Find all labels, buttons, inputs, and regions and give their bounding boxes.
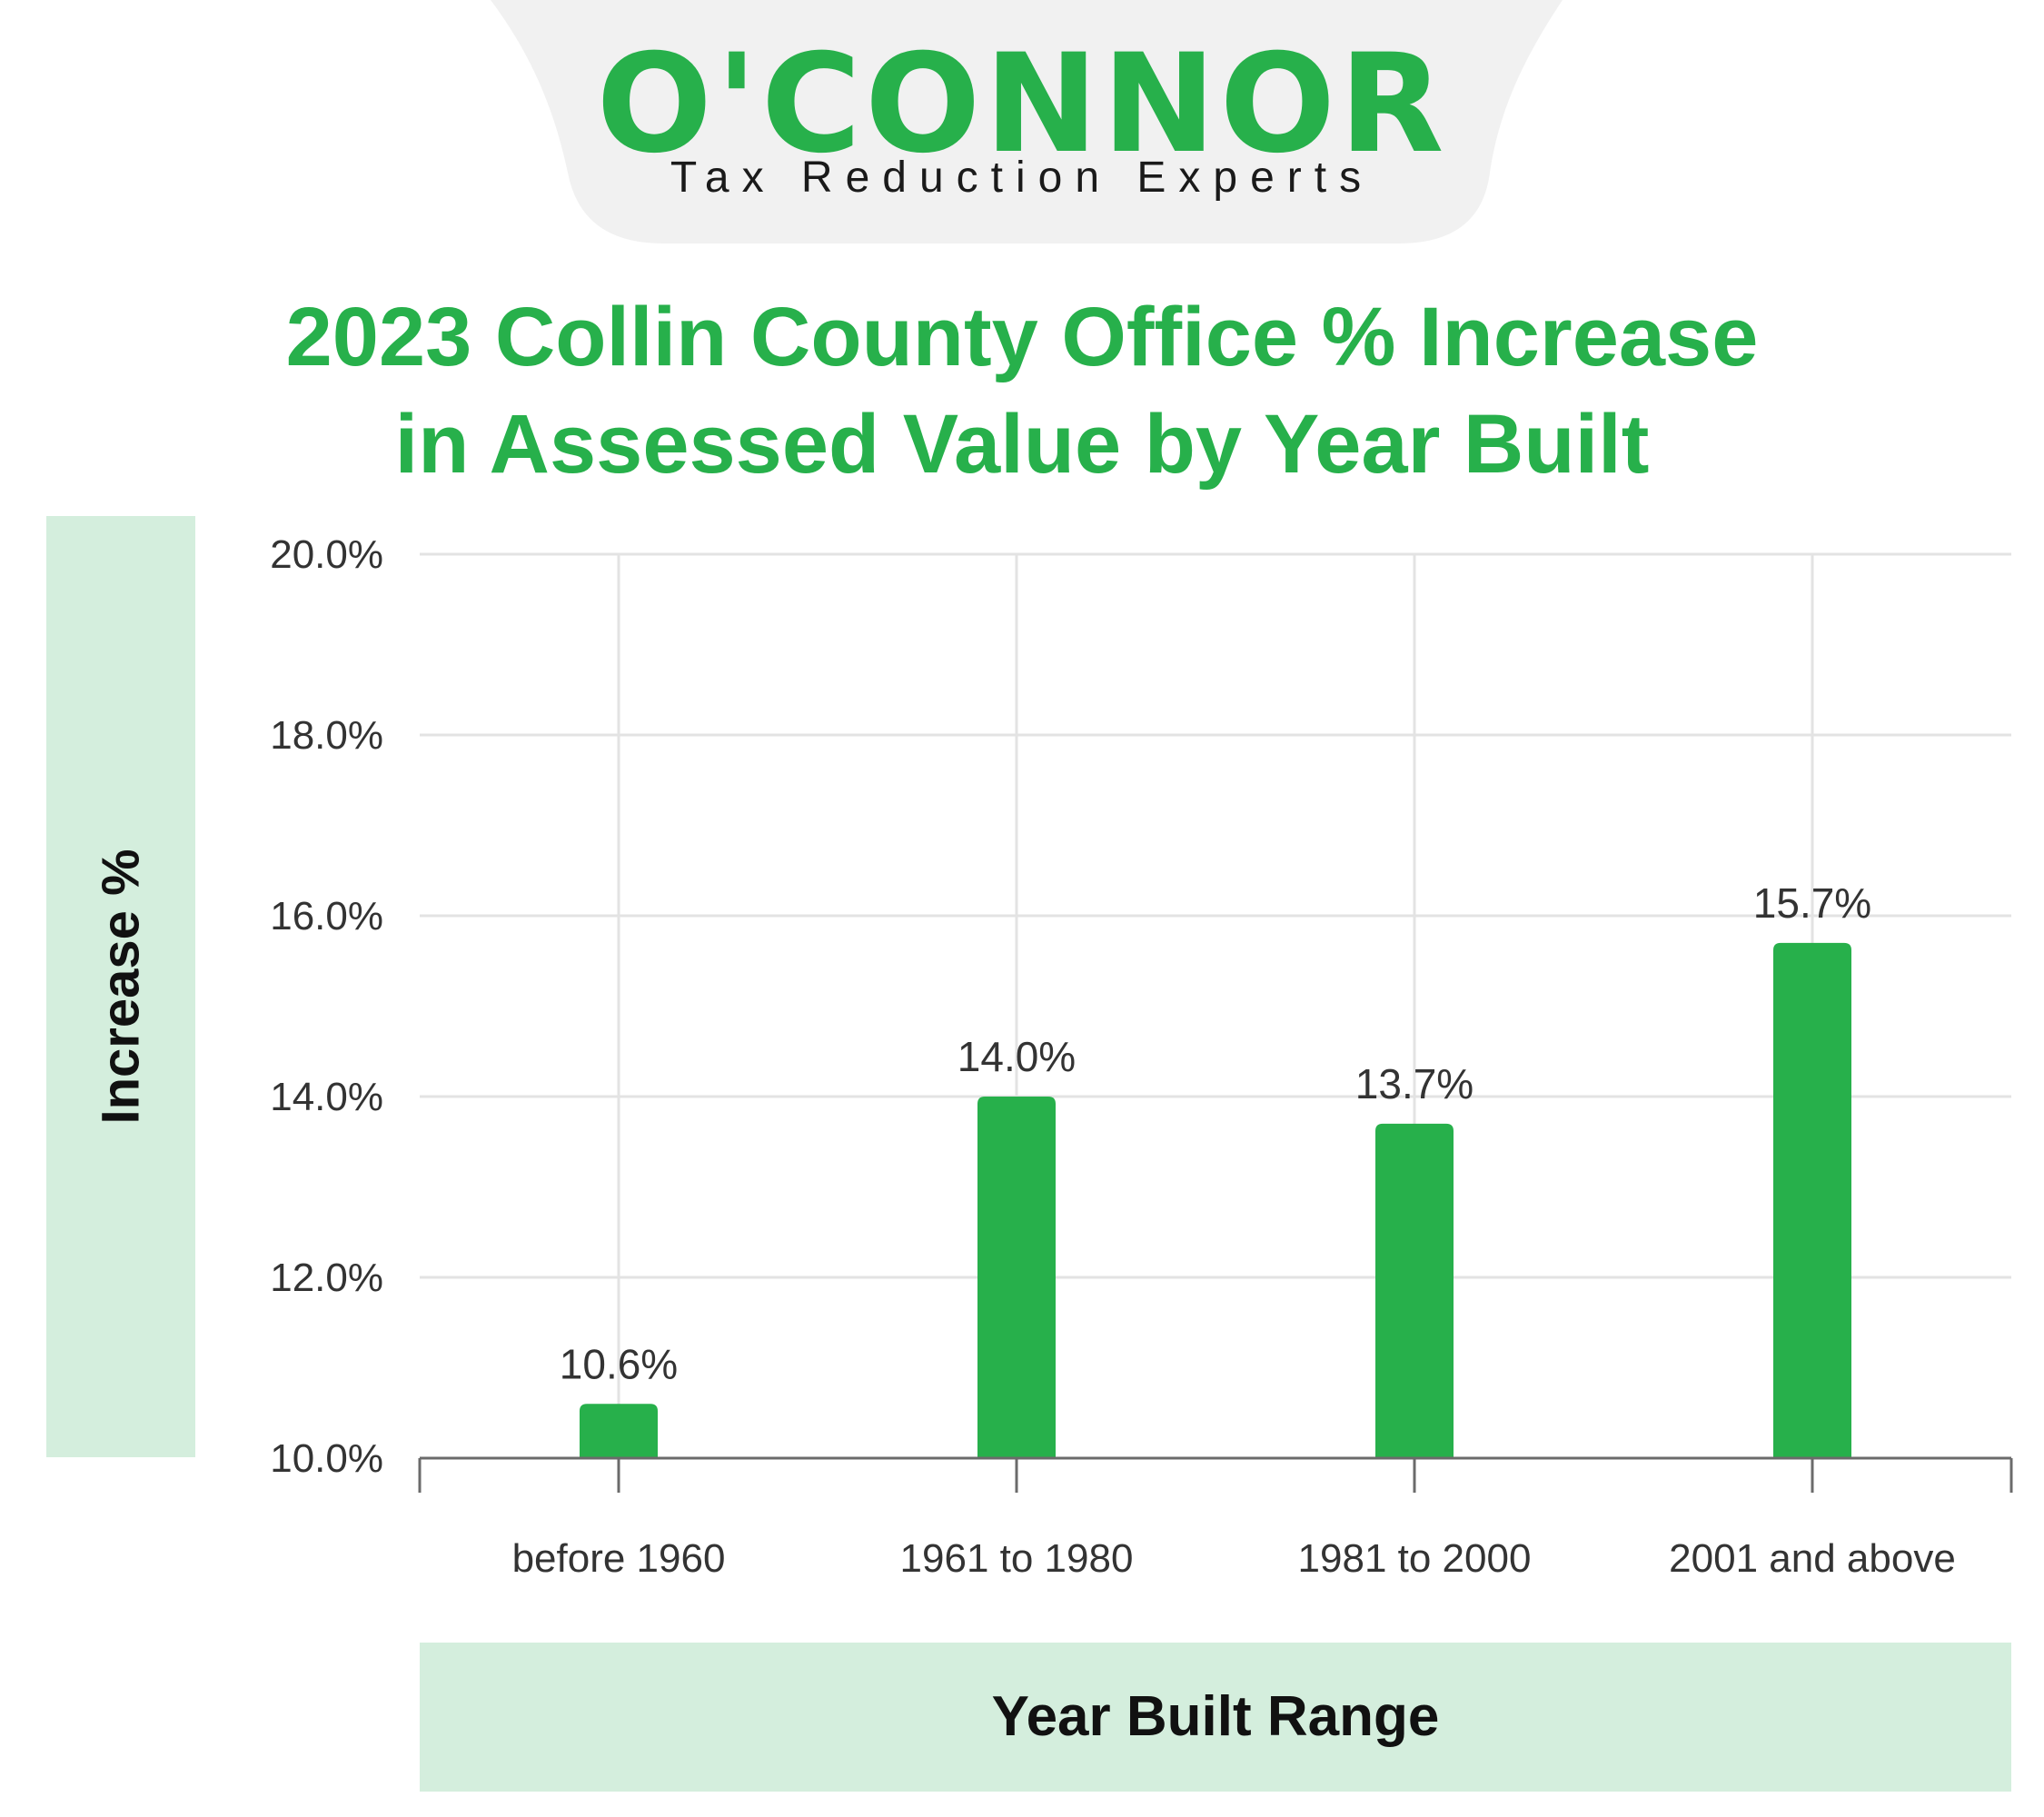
data-label: 14.0% (958, 1033, 1076, 1080)
bar (580, 1404, 658, 1458)
x-tick-label: 1961 to 1980 (900, 1536, 1134, 1581)
x-axis-label: Year Built Range (991, 1685, 1440, 1748)
bar (1773, 942, 1851, 1458)
y-tick-label: 18.0% (270, 713, 383, 758)
y-tick-label: 20.0% (270, 532, 383, 577)
bar (1375, 1123, 1454, 1458)
y-axis-label-band (46, 516, 195, 1457)
y-tick-label: 10.0% (270, 1436, 383, 1481)
x-axis-label-band (420, 1643, 2011, 1792)
y-tick-label: 14.0% (270, 1075, 383, 1119)
x-tick-label: before 1960 (512, 1536, 726, 1581)
chart-title-line-2: in Assessed Value by Year Built (394, 398, 1650, 491)
y-tick-label: 12.0% (270, 1256, 383, 1300)
chart-title: 2023 Collin County Office % Increase in … (0, 283, 2044, 498)
data-label: 10.6% (560, 1340, 678, 1387)
bar (977, 1097, 1056, 1458)
data-label: 15.7% (1753, 879, 1871, 927)
logo-tab (491, 0, 1563, 243)
chart-title-line-1: 2023 Collin County Office % Increase (285, 291, 1759, 383)
x-tick-label: 1981 to 2000 (1298, 1536, 1532, 1581)
y-tick-label: 16.0% (270, 894, 383, 938)
brand-tagline: Tax Reduction Experts (670, 154, 1374, 202)
x-tick-label: 2001 and above (1669, 1536, 1956, 1581)
brand-logo: O'CONNOR (596, 25, 1448, 184)
data-label: 13.7% (1355, 1060, 1473, 1107)
